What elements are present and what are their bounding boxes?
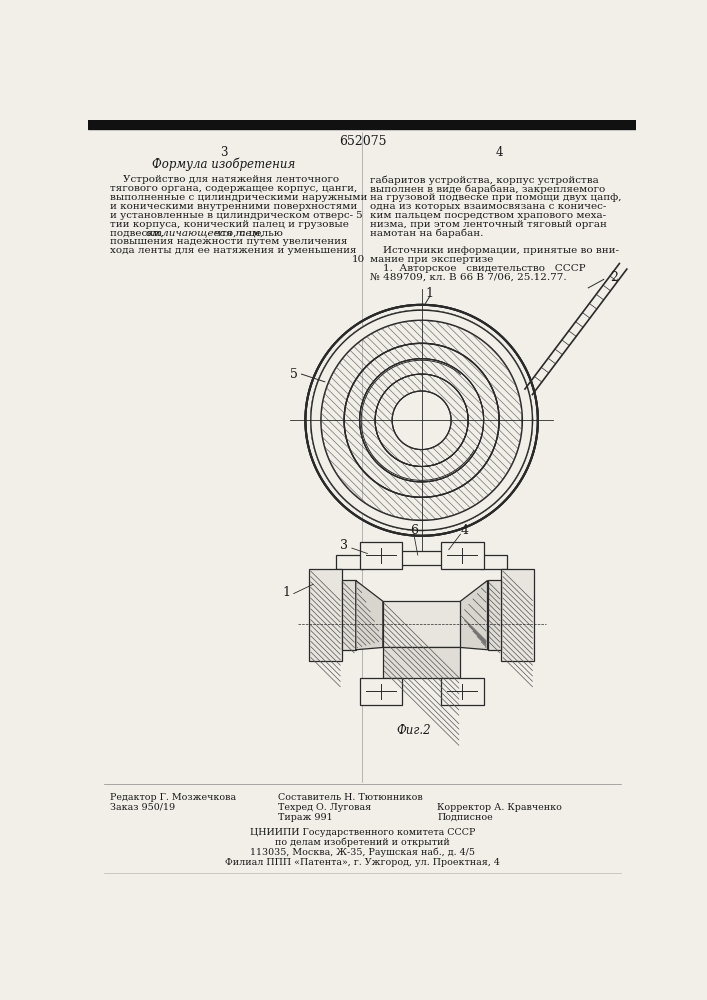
Text: Редактор Г. Мозжечкова: Редактор Г. Мозжечкова bbox=[110, 793, 236, 802]
Text: хода ленты для ее натяжения и уменьшения: хода ленты для ее натяжения и уменьшения bbox=[110, 246, 356, 255]
Text: на грузовой подвеске при помощи двух цапф,: на грузовой подвеске при помощи двух цап… bbox=[370, 193, 621, 202]
Text: что, с целью: что, с целью bbox=[211, 229, 283, 238]
Text: Фиг.2: Фиг.2 bbox=[397, 724, 431, 737]
Text: 5: 5 bbox=[290, 368, 298, 381]
Bar bbox=[368, 551, 476, 565]
Text: 1.  Авторское   свидетельство   СССР: 1. Авторское свидетельство СССР bbox=[370, 264, 585, 273]
Text: 1: 1 bbox=[426, 287, 433, 300]
Text: Фиг.1: Фиг.1 bbox=[397, 555, 431, 568]
Bar bbox=[360, 542, 402, 569]
Text: Подписное: Подписное bbox=[437, 813, 493, 822]
Text: повышения надежности путем увеличения: повышения надежности путем увеличения bbox=[110, 237, 348, 246]
Text: 1: 1 bbox=[282, 586, 290, 599]
Bar bbox=[341, 580, 356, 650]
Bar bbox=[480, 555, 507, 569]
Bar bbox=[441, 678, 484, 705]
Text: 3: 3 bbox=[340, 539, 348, 552]
Text: 10: 10 bbox=[351, 255, 365, 264]
Text: габаритов устройства, корпус устройства: габаритов устройства, корпус устройства bbox=[370, 175, 598, 185]
Bar bbox=[88, 120, 636, 129]
Circle shape bbox=[392, 391, 451, 450]
Text: 4: 4 bbox=[496, 146, 503, 159]
Text: 4: 4 bbox=[460, 524, 468, 537]
Polygon shape bbox=[460, 580, 488, 650]
Bar bbox=[383, 601, 460, 647]
Text: тии корпуса, конический палец и грузовые: тии корпуса, конический палец и грузовые bbox=[110, 220, 349, 229]
Text: подвески,: подвески, bbox=[110, 229, 167, 238]
Text: 5: 5 bbox=[355, 211, 361, 220]
Text: 3: 3 bbox=[221, 146, 228, 159]
Text: отличающееся тем,: отличающееся тем, bbox=[146, 229, 264, 238]
Text: Заказ 950/19: Заказ 950/19 bbox=[110, 803, 175, 812]
Text: Составитель Н. Тютюнников: Составитель Н. Тютюнников bbox=[279, 793, 423, 802]
Text: Тираж 991: Тираж 991 bbox=[279, 813, 333, 822]
Text: низма, при этом ленточный тяговый орган: низма, при этом ленточный тяговый орган bbox=[370, 220, 607, 229]
Text: ким пальцем посредством храпового меха-: ким пальцем посредством храпового меха- bbox=[370, 211, 606, 220]
Text: Филиал ППП «Патента», г. Ужгород, ул. Проектная, 4: Филиал ППП «Патента», г. Ужгород, ул. Пр… bbox=[226, 858, 500, 867]
Text: 113035, Москва, Ж-35, Раушская наб., д. 4/5: 113035, Москва, Ж-35, Раушская наб., д. … bbox=[250, 848, 475, 857]
Text: выполненные с цилиндрическими наружными: выполненные с цилиндрическими наружными bbox=[110, 193, 368, 202]
Text: тягового органа, содержащее корпус, цанги,: тягового органа, содержащее корпус, цанг… bbox=[110, 184, 357, 193]
Text: 652075: 652075 bbox=[339, 135, 387, 148]
Text: мание при экспертизе: мание при экспертизе bbox=[370, 255, 493, 264]
Bar bbox=[360, 678, 402, 705]
Text: Устройство для натяжейня ленточного: Устройство для натяжейня ленточного bbox=[110, 175, 339, 184]
Bar bbox=[309, 569, 341, 661]
Text: 2: 2 bbox=[610, 271, 618, 284]
Text: № 489709, кл. В 66 В 7/06, 25.12.77.: № 489709, кл. В 66 В 7/06, 25.12.77. bbox=[370, 273, 566, 282]
Text: одна из которых взаимосвязана с коничес-: одна из которых взаимосвязана с коничес- bbox=[370, 202, 606, 211]
Text: ЦНИИПИ Государственного комитета СССР: ЦНИИПИ Государственного комитета СССР bbox=[250, 828, 475, 837]
Text: Корректор А. Кравченко: Корректор А. Кравченко bbox=[437, 803, 562, 812]
Polygon shape bbox=[311, 310, 532, 530]
Text: Источники информации, принятые во вни-: Источники информации, принятые во вни- bbox=[370, 246, 619, 255]
Text: намотан на барабан.: намотан на барабан. bbox=[370, 229, 483, 238]
Text: по делам изобретений и открытий: по делам изобретений и открытий bbox=[275, 838, 450, 847]
Bar bbox=[488, 580, 501, 650]
Bar bbox=[441, 542, 484, 569]
Text: выполнен в виде барабана, закрепляемого: выполнен в виде барабана, закрепляемого bbox=[370, 184, 605, 194]
Text: и коническими внутренними поверхностями: и коническими внутренними поверхностями bbox=[110, 202, 357, 211]
Bar bbox=[501, 569, 534, 661]
Text: и установленные в цилиндрическом отверс-: и установленные в цилиндрическом отверс- bbox=[110, 211, 354, 220]
Text: Техред О. Луговая: Техред О. Луговая bbox=[279, 803, 371, 812]
Polygon shape bbox=[356, 580, 383, 650]
Bar bbox=[337, 555, 363, 569]
Bar bbox=[383, 647, 460, 678]
Text: Формула изобретения: Формула изобретения bbox=[153, 157, 296, 171]
Text: 6: 6 bbox=[410, 524, 418, 537]
